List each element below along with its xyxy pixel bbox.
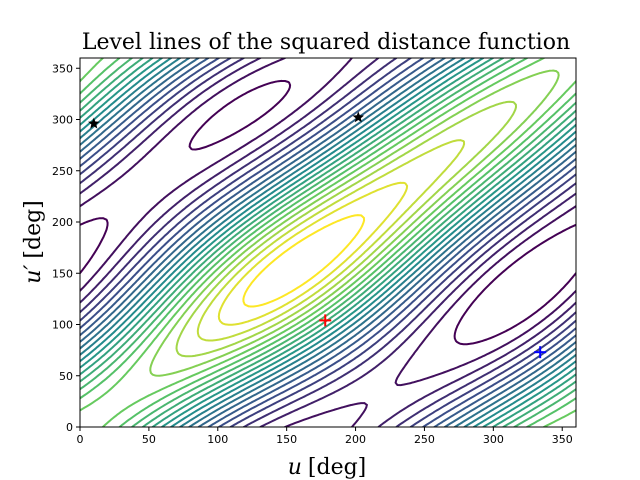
star-marker [352, 111, 364, 123]
chart-title: Level lines of the squared distance func… [82, 30, 570, 55]
y-axis-label-var: u′ [21, 265, 46, 284]
x-axis-label: u [deg] [288, 455, 367, 480]
y-axis-ticks: 0 50 100 150 200 250 300 350 [52, 62, 80, 434]
contour-level [80, 58, 576, 427]
x-tick-label: 350 [552, 433, 573, 446]
x-axis-label-var: u [288, 455, 302, 480]
plot-frame [79, 57, 577, 428]
y-tick-label: 350 [52, 62, 73, 75]
y-tick-label: 250 [52, 165, 73, 178]
contour-level [80, 58, 576, 427]
y-tick-label: 0 [66, 421, 73, 434]
contour-level [80, 58, 576, 427]
contour-level [175, 100, 517, 358]
star-marker [88, 117, 100, 129]
y-axis-label-unit: [deg] [21, 200, 46, 258]
x-axis-label-unit: [deg] [308, 455, 366, 480]
contour-level [80, 58, 576, 427]
y-tick-label: 200 [52, 216, 73, 229]
x-tick-label: 100 [207, 433, 228, 446]
x-tick-label: 250 [414, 433, 435, 446]
contour-level [80, 58, 576, 427]
contour-level [80, 58, 576, 427]
contour-lines [80, 58, 576, 427]
contour-level [80, 58, 576, 427]
y-tick-label: 50 [59, 370, 73, 383]
y-tick-label: 150 [52, 267, 73, 280]
contour-level [80, 58, 576, 427]
x-tick-label: 50 [142, 433, 156, 446]
contour-level [80, 58, 576, 427]
contour-level [217, 181, 409, 326]
contour-level [80, 58, 576, 427]
y-tick-label: 300 [52, 114, 73, 127]
contour-level [80, 58, 576, 427]
contour-level [80, 79, 576, 346]
contour-level [80, 58, 576, 427]
x-axis-ticks: 0 50 100 150 200 250 300 350 [77, 427, 573, 446]
plus-marker [319, 314, 332, 327]
contour-level [149, 69, 560, 377]
contour-level [242, 214, 366, 308]
contour-level [80, 58, 576, 427]
x-tick-label: 150 [276, 433, 297, 446]
contour-level [80, 58, 576, 427]
contour-level [80, 58, 576, 427]
contour-level [196, 139, 466, 342]
y-axis-label: u′ [deg] [21, 200, 46, 284]
x-tick-label: 0 [77, 433, 84, 446]
plus-marker [534, 346, 547, 359]
markers-layer [88, 111, 547, 359]
y-tick-label: 100 [52, 319, 73, 332]
contour-level [80, 58, 576, 427]
x-tick-label: 300 [483, 433, 504, 446]
x-tick-label: 200 [345, 433, 366, 446]
